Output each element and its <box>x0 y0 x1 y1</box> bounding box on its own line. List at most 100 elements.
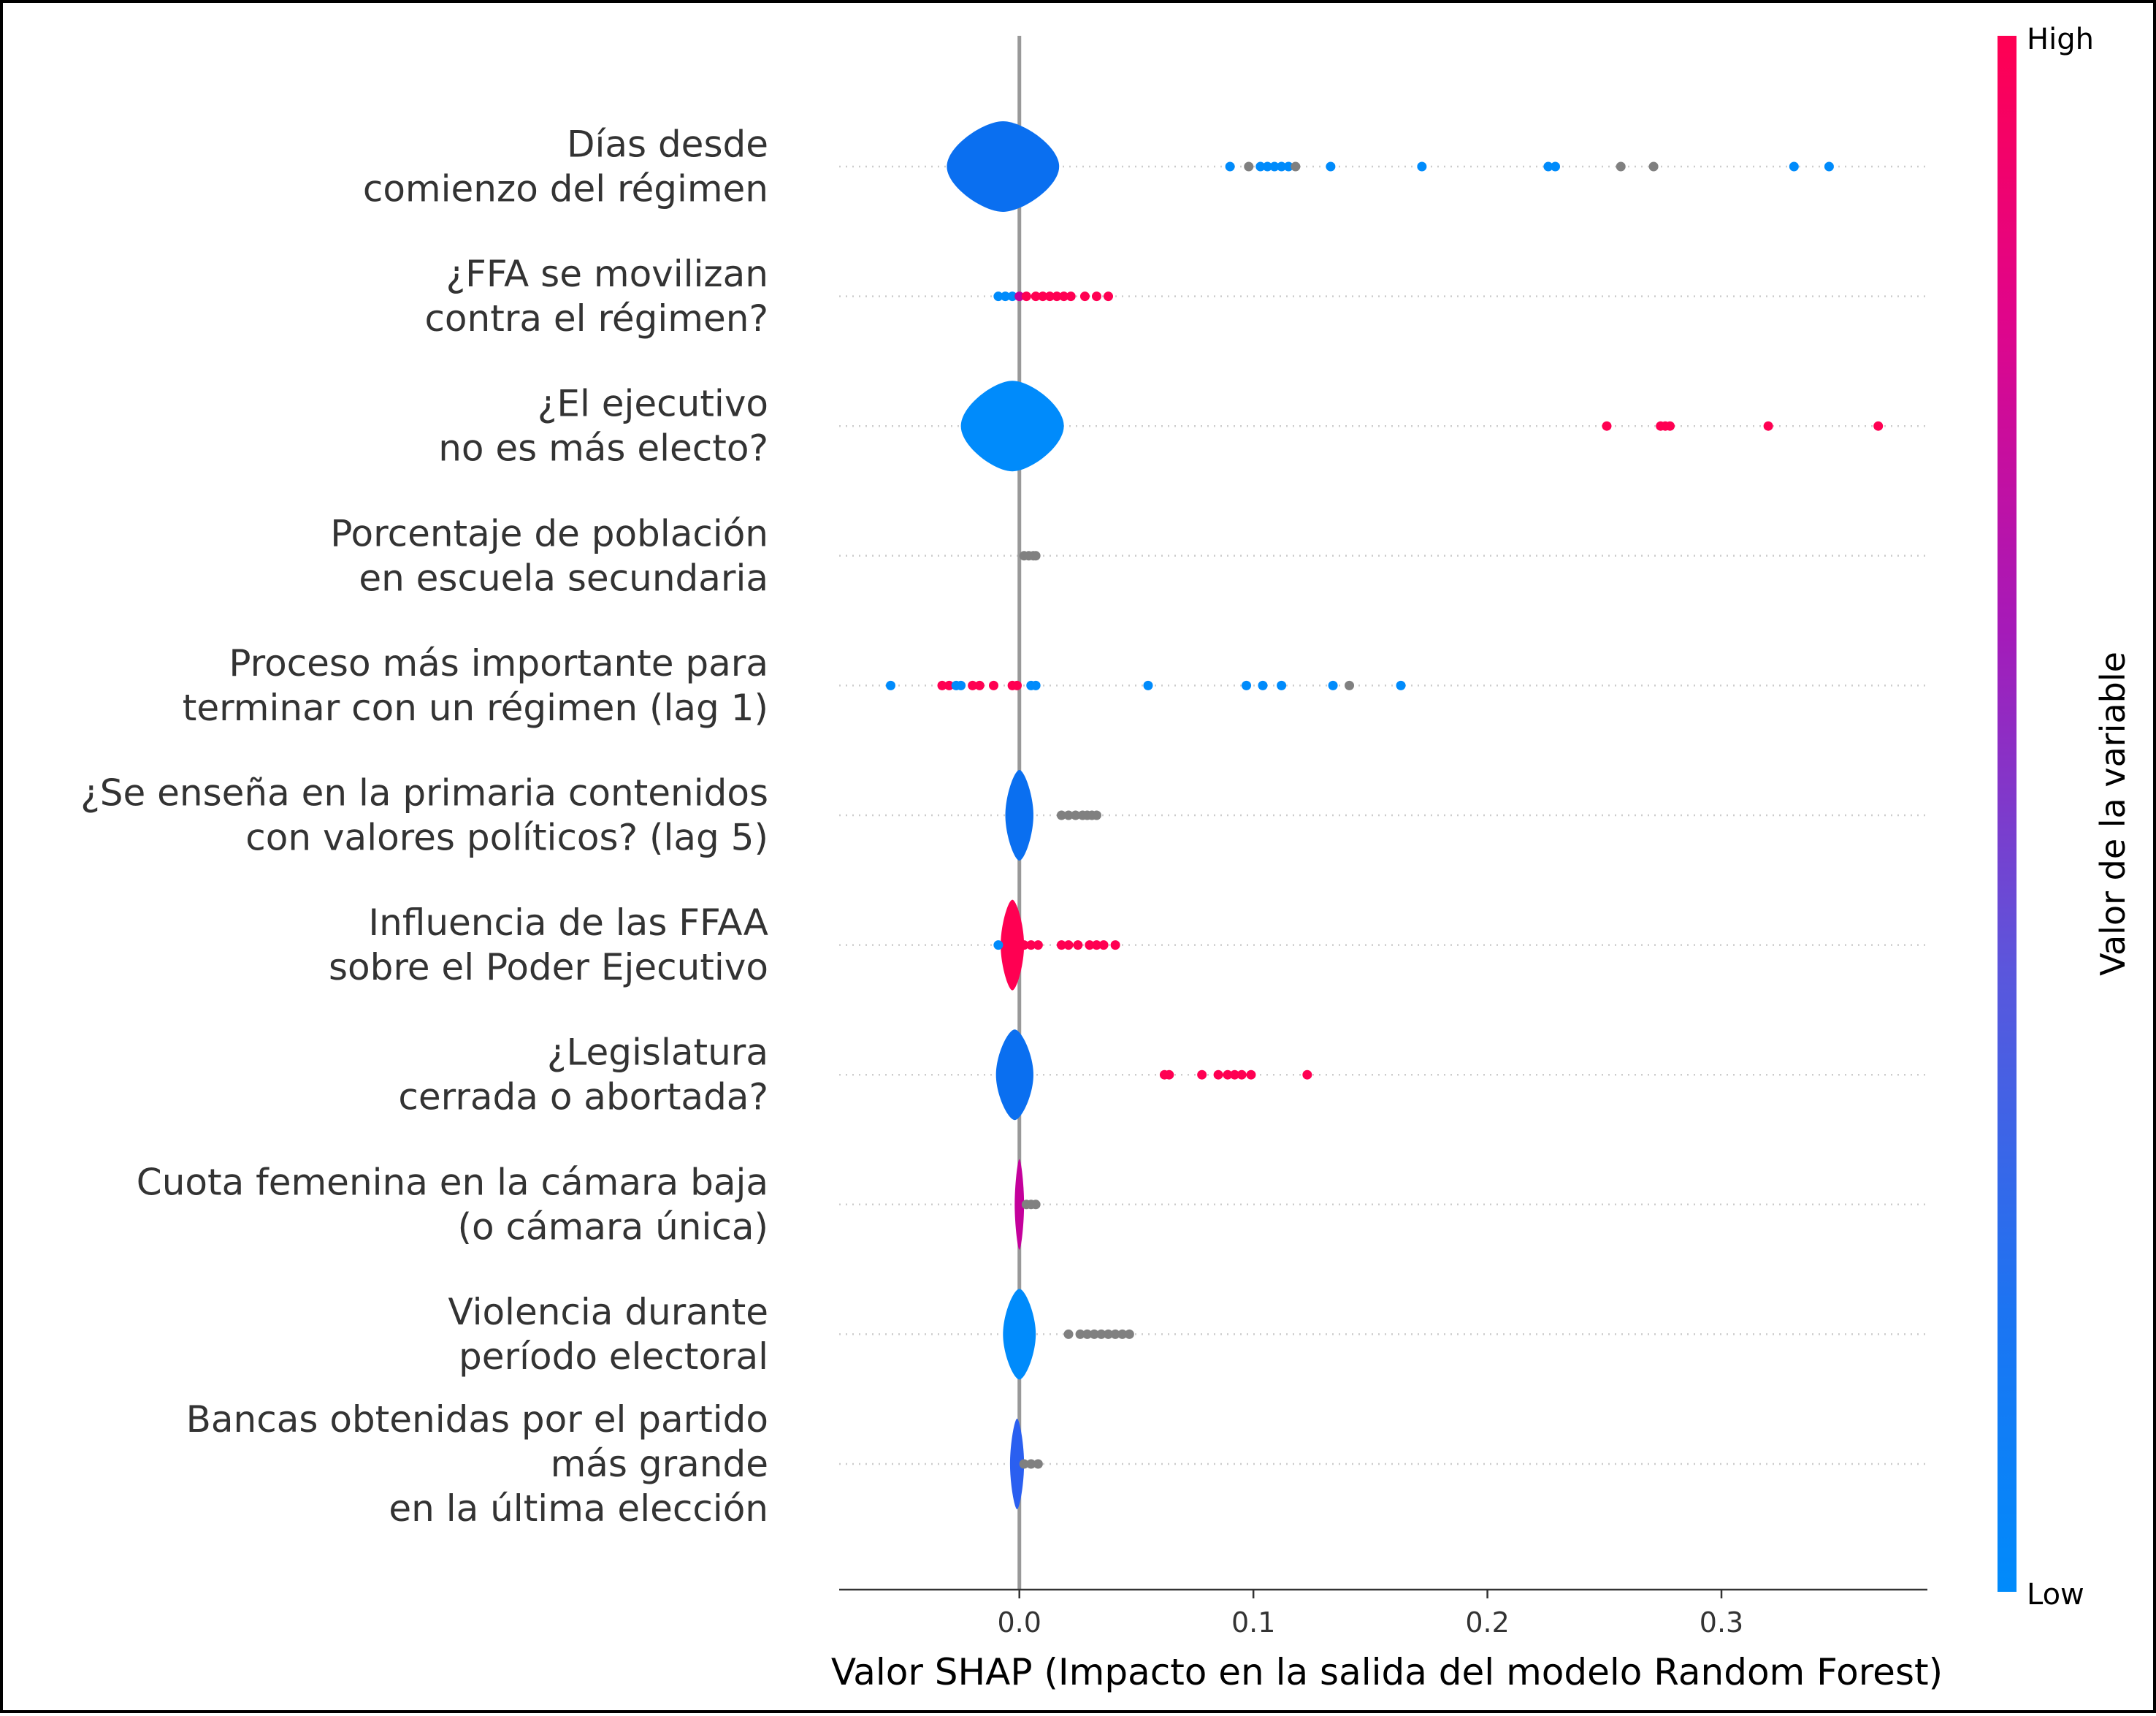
feature-label: Cuota femenina en la cámara baja <box>137 1161 768 1203</box>
point-4-15 <box>1277 680 1287 690</box>
point-1-4 <box>1021 291 1031 302</box>
x-axis: 0.0 0.1 0.2 0.3 <box>839 1588 1927 1639</box>
point-1-13 <box>1103 291 1113 302</box>
point-4-14 <box>1258 680 1268 690</box>
feature-rows <box>839 165 1927 1465</box>
point-1-9 <box>1059 291 1069 302</box>
point-4-2 <box>944 680 955 690</box>
feature-label: Bancas obtenidas por el partido <box>186 1398 768 1441</box>
point-0-7 <box>1291 161 1301 172</box>
point-9-5 <box>1103 1329 1113 1339</box>
colorbar-gradient <box>1998 36 2017 1592</box>
point-10-1 <box>1026 1459 1036 1469</box>
point-9-0 <box>1063 1329 1074 1339</box>
point-1-7 <box>1044 291 1055 302</box>
point-0-9 <box>1417 161 1427 172</box>
point-1-12 <box>1091 291 1101 302</box>
point-7-8 <box>1302 1069 1312 1080</box>
point-0-10 <box>1543 161 1553 172</box>
feature-label: período electoral <box>459 1335 768 1378</box>
point-5-2 <box>1071 810 1081 820</box>
point-2-5 <box>1873 421 1884 431</box>
feature-label: no es más electo? <box>438 427 768 470</box>
feature-label: Violencia durante <box>448 1291 768 1333</box>
point-4-12 <box>1143 680 1153 690</box>
feature-label: en la última elección <box>389 1487 768 1530</box>
violin-9 <box>1003 1289 1036 1380</box>
point-4-9 <box>1012 680 1022 690</box>
point-4-7 <box>988 680 998 690</box>
point-0-1 <box>1244 161 1254 172</box>
feature-label: Días desde <box>567 123 768 166</box>
feature-label: contra el régimen? <box>424 297 768 340</box>
point-1-3 <box>1014 291 1025 302</box>
violin-2 <box>960 381 1064 472</box>
feature-label: con valores políticos? (lag 5) <box>245 817 768 859</box>
point-2-0 <box>1602 421 1612 431</box>
point-0-14 <box>1789 161 1799 172</box>
point-0-3 <box>1262 161 1272 172</box>
point-7-6 <box>1236 1069 1247 1080</box>
point-0-2 <box>1255 161 1266 172</box>
point-9-7 <box>1117 1329 1128 1339</box>
feature-label: sobre el Poder Ejecutivo <box>329 946 768 988</box>
feature-label: Influencia de las FFAA <box>368 901 768 944</box>
feature-label: ¿El ejecutivo <box>538 383 768 425</box>
feature-label: ¿Se enseña en la primaria contenidos <box>80 772 768 815</box>
feature-label: más grande <box>551 1443 768 1485</box>
point-4-0 <box>885 680 895 690</box>
point-0-11 <box>1551 161 1561 172</box>
colorbar: High Low Valor de la variable <box>1998 23 2133 1612</box>
point-7-7 <box>1246 1069 1256 1080</box>
point-7-5 <box>1230 1069 1240 1080</box>
point-9-8 <box>1124 1329 1134 1339</box>
x-tick-label: 0.2 <box>1465 1606 1509 1639</box>
colorbar-high-label: High <box>2027 23 2094 56</box>
point-9-2 <box>1082 1329 1093 1339</box>
point-1-10 <box>1066 291 1076 302</box>
feature-label: terminar con un régimen (lag 1) <box>183 687 768 729</box>
point-9-4 <box>1096 1329 1106 1339</box>
colorbar-low-label: Low <box>2027 1578 2084 1612</box>
point-6-6 <box>1073 940 1083 950</box>
point-0-6 <box>1283 161 1293 172</box>
point-4-13 <box>1242 680 1252 690</box>
point-6-4 <box>1056 940 1066 950</box>
point-6-7 <box>1085 940 1095 950</box>
point-1-0 <box>993 291 1004 302</box>
point-0-5 <box>1277 161 1287 172</box>
point-6-1 <box>1019 940 1029 950</box>
point-1-1 <box>1001 291 1011 302</box>
data-marks <box>885 121 1884 1509</box>
point-7-1 <box>1164 1069 1174 1080</box>
point-1-5 <box>1031 291 1041 302</box>
point-0-12 <box>1616 161 1626 172</box>
point-4-11 <box>1031 680 1041 690</box>
point-7-3 <box>1213 1069 1223 1080</box>
point-0-15 <box>1824 161 1834 172</box>
violin-7 <box>995 1029 1033 1121</box>
point-6-9 <box>1098 940 1109 950</box>
violin-10 <box>1009 1419 1025 1509</box>
point-7-4 <box>1223 1069 1233 1080</box>
point-6-0 <box>993 940 1004 950</box>
violin-5 <box>1005 770 1033 861</box>
point-5-1 <box>1063 810 1074 820</box>
point-0-0 <box>1225 161 1235 172</box>
point-1-8 <box>1052 291 1062 302</box>
point-3-3 <box>1031 551 1041 561</box>
point-1-2 <box>1007 291 1017 302</box>
colorbar-title: Valor de la variable <box>2093 652 2133 976</box>
point-6-8 <box>1091 940 1101 950</box>
feature-label: cerrada o abortada? <box>398 1076 768 1118</box>
point-2-3 <box>1665 421 1675 431</box>
point-10-2 <box>1033 1459 1043 1469</box>
point-4-5 <box>968 680 978 690</box>
violin-0 <box>947 121 1060 212</box>
feature-label: en escuela secundaria <box>359 557 768 599</box>
x-tick-label: 0.0 <box>998 1606 1041 1639</box>
point-0-4 <box>1269 161 1280 172</box>
point-6-3 <box>1033 940 1043 950</box>
